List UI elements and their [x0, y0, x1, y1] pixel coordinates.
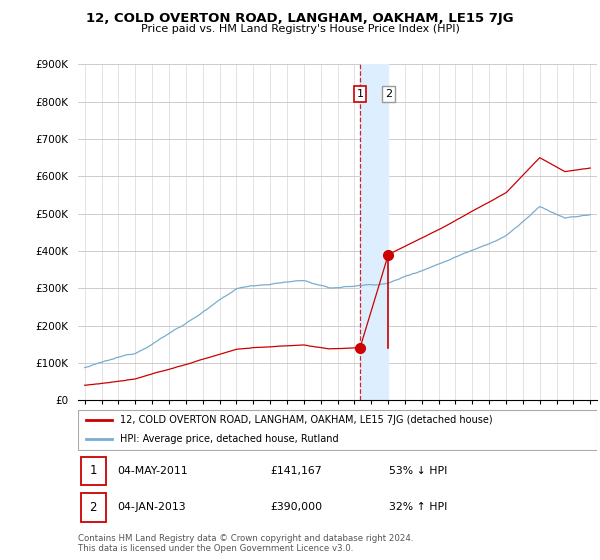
Text: 04-JAN-2013: 04-JAN-2013	[117, 502, 185, 512]
Text: £390,000: £390,000	[270, 502, 322, 512]
FancyBboxPatch shape	[78, 410, 597, 450]
Text: 53% ↓ HPI: 53% ↓ HPI	[389, 466, 448, 476]
Text: 2: 2	[89, 501, 97, 514]
Text: 12, COLD OVERTON ROAD, LANGHAM, OAKHAM, LE15 7JG (detached house): 12, COLD OVERTON ROAD, LANGHAM, OAKHAM, …	[119, 415, 492, 425]
Text: HPI: Average price, detached house, Rutland: HPI: Average price, detached house, Rutl…	[119, 435, 338, 445]
Text: £141,167: £141,167	[270, 466, 322, 476]
Text: Contains HM Land Registry data © Crown copyright and database right 2024.
This d: Contains HM Land Registry data © Crown c…	[78, 534, 413, 553]
Text: 1: 1	[356, 89, 364, 99]
Text: 04-MAY-2011: 04-MAY-2011	[117, 466, 188, 476]
Text: 12, COLD OVERTON ROAD, LANGHAM, OAKHAM, LE15 7JG: 12, COLD OVERTON ROAD, LANGHAM, OAKHAM, …	[86, 12, 514, 25]
FancyBboxPatch shape	[80, 456, 106, 486]
Bar	[360, 64, 388, 400]
Text: 32% ↑ HPI: 32% ↑ HPI	[389, 502, 448, 512]
Text: Price paid vs. HM Land Registry's House Price Index (HPI): Price paid vs. HM Land Registry's House …	[140, 24, 460, 34]
Text: 1: 1	[89, 464, 97, 478]
Text: 2: 2	[385, 89, 392, 99]
FancyBboxPatch shape	[80, 493, 106, 522]
